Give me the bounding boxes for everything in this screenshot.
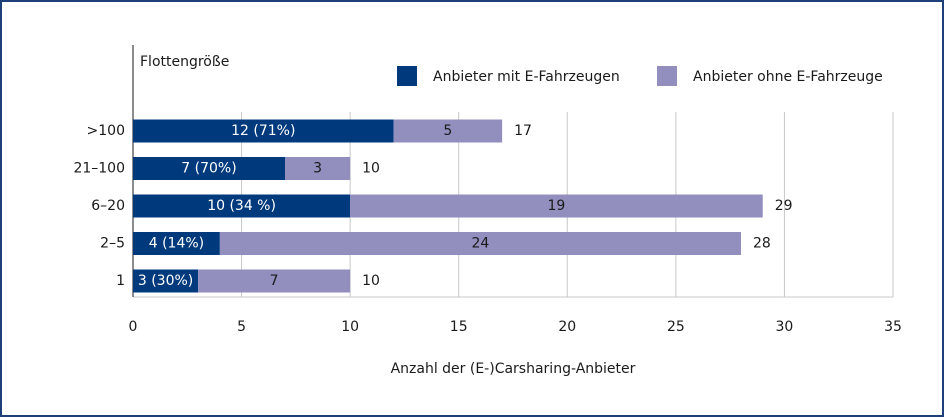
legend-swatch <box>397 66 417 86</box>
total-label: 10 <box>362 273 380 289</box>
bar-segment <box>133 194 351 218</box>
data-label: 3 (30%) <box>138 273 193 289</box>
x-tick-label: 10 <box>341 319 359 335</box>
data-label: 10 (34 %) <box>207 198 276 214</box>
y-tick-label: 1 <box>116 273 125 289</box>
x-axis-label: Anzahl der (E-)Carsharing-Anbieter <box>391 361 636 377</box>
bar-segment <box>198 269 351 293</box>
bar-segment <box>133 269 199 293</box>
bar-segment <box>133 232 220 255</box>
y-axis-label: Flottengröße <box>140 54 229 70</box>
legend-swatch <box>657 66 677 86</box>
bar-segment <box>133 157 285 180</box>
data-label: 5 <box>443 123 452 139</box>
total-label: 29 <box>775 198 793 214</box>
data-label: 7 <box>270 273 279 289</box>
bar-segment <box>133 119 394 143</box>
y-tick-label: >100 <box>87 123 125 139</box>
x-tick-label: 0 <box>129 319 138 335</box>
legend-label: Anbieter ohne E-Fahrzeuge <box>693 69 883 85</box>
y-tick-label: 2–5 <box>100 236 125 252</box>
x-tick-label: 20 <box>558 319 576 335</box>
x-tick-label: 30 <box>776 319 794 335</box>
x-tick-label: 35 <box>884 319 902 335</box>
data-label: 24 <box>472 236 490 252</box>
data-label: 4 (14%) <box>149 236 204 252</box>
bar-segment <box>350 194 763 218</box>
bar-segment <box>393 119 503 143</box>
x-tick-label: 5 <box>237 319 246 335</box>
x-tick-label: 25 <box>667 319 685 335</box>
total-label: 17 <box>514 123 532 139</box>
legend-label: Anbieter mit E-Fahrzeugen <box>433 69 620 85</box>
data-label: 3 <box>313 161 322 177</box>
y-tick-label: 6–20 <box>91 198 125 214</box>
total-label: 10 <box>362 161 380 177</box>
bar-segment <box>219 232 741 255</box>
data-label: 19 <box>548 198 566 214</box>
data-label: 12 (71%) <box>231 123 295 139</box>
y-tick-label: 21–100 <box>73 161 125 177</box>
bar-segment <box>285 157 351 180</box>
data-label: 7 (70%) <box>181 161 236 177</box>
total-label: 28 <box>753 236 771 252</box>
x-tick-label: 15 <box>450 319 468 335</box>
